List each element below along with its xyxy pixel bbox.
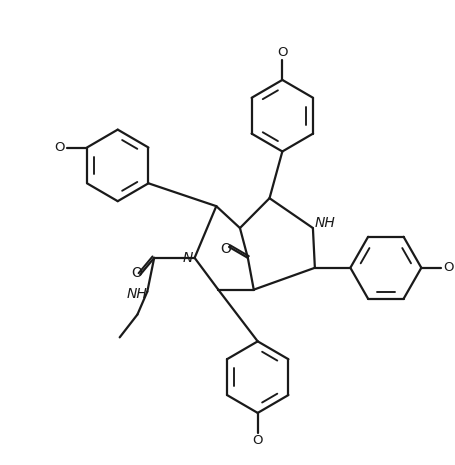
Text: NH: NH bbox=[313, 216, 334, 230]
Text: O: O bbox=[277, 46, 287, 59]
Text: NH: NH bbox=[127, 286, 147, 301]
Text: O: O bbox=[443, 261, 453, 274]
Text: O: O bbox=[131, 266, 142, 279]
Text: N: N bbox=[182, 251, 192, 265]
Text: O: O bbox=[54, 141, 65, 154]
Text: O: O bbox=[252, 434, 263, 447]
Text: O: O bbox=[220, 242, 231, 256]
